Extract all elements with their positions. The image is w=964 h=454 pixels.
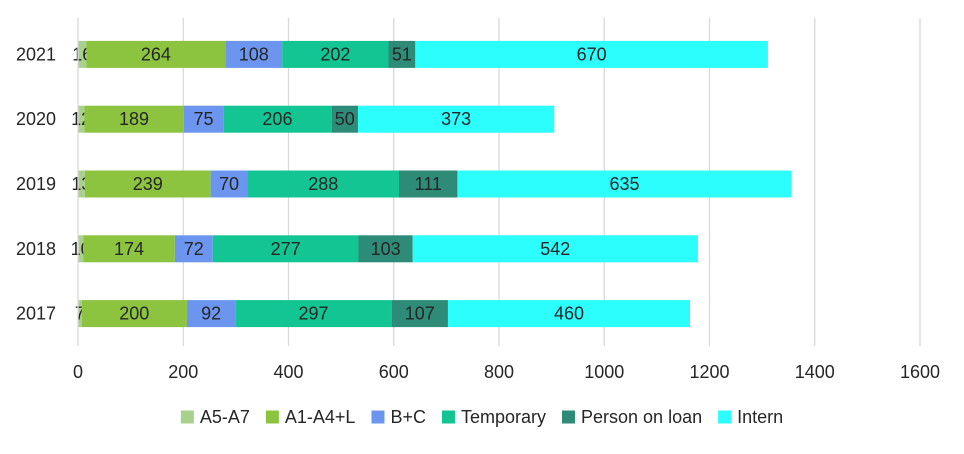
legend-label: Temporary — [461, 407, 546, 427]
data-label-2019-person-on-loan: 111 — [415, 174, 442, 194]
data-label-2019-a1-a4-l: 239 — [133, 174, 163, 194]
x-tick-label-0: 0 — [73, 362, 83, 382]
data-label-2017-b-c: 92 — [201, 304, 221, 324]
data-label-2021-intern: 670 — [577, 44, 607, 64]
data-label-2020-temporary: 206 — [262, 109, 292, 129]
legend: A5-A7 A1-A4+L B+C Temporary Person on loan In… — [180, 407, 783, 427]
data-label-2021-temporary: 202 — [320, 44, 350, 64]
bar-segment-2020-a1-a4-l — [84, 105, 184, 133]
data-label-2018-person-on-loan: 103 — [371, 239, 401, 259]
data-label-2018-b-c: 72 — [184, 239, 204, 259]
bar-segment-2020-a5-a7 — [78, 105, 85, 133]
legend-item-temporary: Temporary — [441, 407, 546, 427]
bar-segment-2019-a1-a4-l — [84, 170, 211, 198]
data-label-2020-person-on-loan: 50 — [335, 109, 355, 129]
data-label-2018-temporary: 277 — [271, 239, 301, 259]
bar-segment-2021-intern — [415, 40, 768, 68]
bar-segment-2021-a5-a7 — [78, 40, 87, 68]
x-tick-label-600: 600 — [379, 362, 409, 382]
data-label-2018-a1-a4-l: 174 — [114, 239, 144, 259]
bar-segment-2020-person-on-loan — [331, 105, 358, 133]
legend-label: A5-A7 — [200, 407, 250, 427]
bar-segment-2017-a1-a4-l — [81, 300, 187, 328]
data-label-2020-intern: 373 — [441, 109, 471, 129]
x-tick-label-800: 800 — [484, 362, 514, 382]
data-label-2020-a1-a4-l: 189 — [119, 109, 149, 129]
legend-item-a1-a4-l: A1-A4+L — [265, 407, 356, 427]
bar-segment-2019-temporary — [247, 170, 400, 198]
legend-swatch — [180, 410, 194, 424]
legend-swatch — [718, 410, 732, 424]
legend-swatch — [441, 410, 455, 424]
bar-segment-2017-temporary — [235, 300, 392, 328]
bar-segment-2018-intern — [412, 235, 698, 263]
data-label-2020-b-c: 75 — [193, 109, 213, 129]
data-label-2019-b-c: 70 — [219, 174, 239, 194]
category-label-2017: 2017 — [16, 304, 56, 324]
data-label-2021-b-c: 108 — [239, 44, 269, 64]
bar-segment-2017-person-on-loan — [391, 300, 448, 328]
bar-segment-2018-a1-a4-l — [83, 235, 175, 263]
bar-segment-2019-person-on-loan — [399, 170, 458, 198]
bar-segment-2019-b-c — [210, 170, 248, 198]
bar-segment-2021-b-c — [225, 40, 283, 68]
legend-item-person-on-loan: Person on loan — [562, 407, 702, 427]
bar-segment-2020-intern — [357, 105, 555, 133]
bar-segment-2021-a1-a4-l — [86, 40, 226, 68]
data-label-2021-a1-a4-l: 264 — [141, 44, 171, 64]
bar-segment-2018-person-on-loan — [358, 235, 413, 263]
bar-segment-2017-a5-a7 — [78, 300, 82, 328]
x-tick-label-1400: 1400 — [795, 362, 835, 382]
bar-segment-2019-a5-a7 — [78, 170, 85, 198]
x-tick-label-400: 400 — [273, 362, 303, 382]
legend-swatch — [265, 410, 279, 424]
bar-segment-2017-b-c — [186, 300, 236, 328]
data-label-2017-a5-a7: 7 — [75, 304, 85, 324]
bar-segment-2018-a5-a7 — [78, 235, 84, 263]
legend-swatch — [562, 410, 576, 424]
data-label-2021-person-on-loan: 51 — [392, 44, 412, 64]
data-label-2019-intern: 635 — [609, 174, 639, 194]
legend-item-intern: Intern — [718, 407, 783, 427]
legend-item-b-c: B+C — [371, 407, 426, 427]
data-label-2017-a1-a4-l: 200 — [119, 304, 149, 324]
axes: 0 200 400 600 800 1000 1200 1400 1600 2021 2020 201… — [16, 18, 940, 382]
bar-segment-2018-b-c — [174, 235, 213, 263]
bar-segment-2020-temporary — [223, 105, 332, 133]
bar-segment-2017-intern — [447, 300, 691, 328]
x-tick-label-1200: 1200 — [689, 362, 729, 382]
legend-label: Intern — [737, 407, 783, 427]
data-label-2017-intern: 460 — [554, 304, 584, 324]
category-label-2021: 2021 — [16, 44, 56, 64]
category-label-2018: 2018 — [16, 239, 56, 259]
x-tick-label-200: 200 — [168, 362, 198, 382]
bar-segment-2019-intern — [457, 170, 792, 198]
legend-label: A1-A4+L — [285, 407, 356, 427]
category-label-2019: 2019 — [16, 174, 56, 194]
legend-label: B+C — [390, 407, 426, 427]
legend-label: Person on loan — [581, 407, 702, 427]
bar-segment-2018-temporary — [212, 235, 359, 263]
data-label-2017-temporary: 297 — [298, 304, 328, 324]
data-label-2018-intern: 542 — [540, 239, 570, 259]
legend-swatch — [371, 410, 385, 424]
x-tick-label-1600: 1600 — [900, 362, 940, 382]
data-label-2019-temporary: 288 — [308, 174, 338, 194]
bar-segment-2021-person-on-loan — [388, 40, 416, 68]
data-label-2017-person-on-loan: 107 — [405, 304, 435, 324]
x-tick-label-1000: 1000 — [584, 362, 624, 382]
legend-item-a5-a7: A5-A7 — [180, 407, 250, 427]
bar-segment-2021-temporary — [282, 40, 389, 68]
bar-segment-2020-b-c — [183, 105, 224, 133]
category-label-2020: 2020 — [16, 109, 56, 129]
